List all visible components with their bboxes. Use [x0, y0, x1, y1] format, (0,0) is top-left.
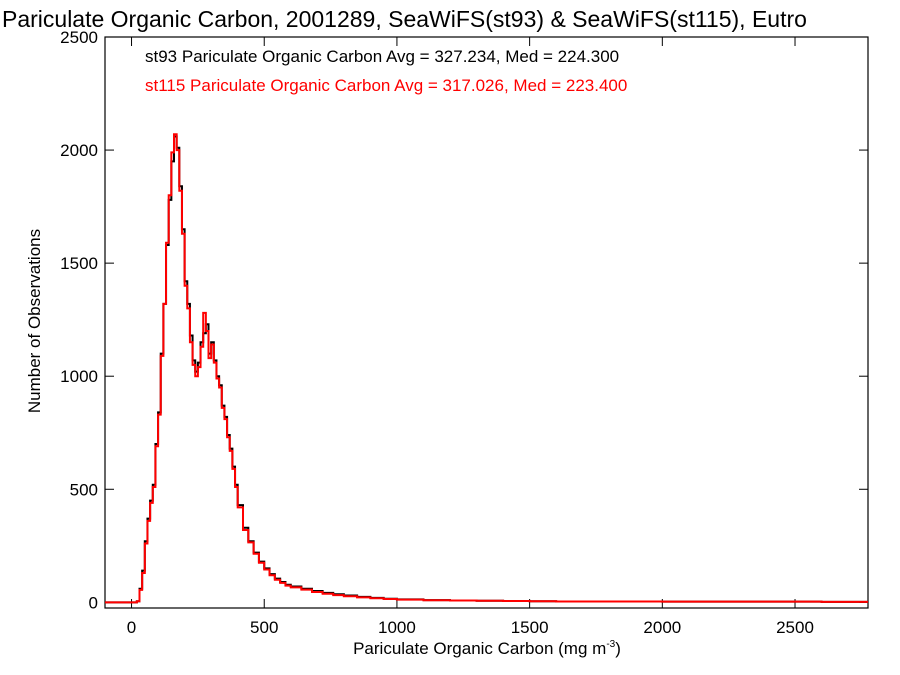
y-axis-label: Number of Observations	[25, 229, 44, 413]
chart-title: Pariculate Organic Carbon, 2001289, SeaW…	[2, 6, 807, 32]
y-tick-label: 1500	[60, 254, 98, 273]
legend-entry-st93: st93 Pariculate Organic Carbon Avg = 327…	[145, 47, 619, 66]
x-tick-label: 2000	[643, 618, 681, 637]
y-tick-label: 2500	[60, 28, 98, 47]
x-tick-label: 1000	[378, 618, 416, 637]
x-tick-label: 0	[127, 618, 136, 637]
x-axis-label-end: )	[615, 639, 621, 658]
x-axis-label-main: Pariculate Organic Carbon (mg m	[353, 639, 606, 658]
y-tick-label: 2000	[60, 141, 98, 160]
x-axis-label-superscript: -3	[606, 639, 615, 650]
series-layer	[105, 133, 868, 604]
legend-entry-st115: st115 Pariculate Organic Carbon Avg = 31…	[145, 76, 627, 95]
x-tick-label: 2500	[776, 618, 814, 637]
axis-ticks: 0 500 1000 1500 2000 2500 0 500 1000 1500 2000 2500	[60, 28, 868, 637]
y-tick-label: 0	[89, 593, 98, 612]
x-tick-label: 1500	[511, 618, 549, 637]
plot-frame	[104, 36, 869, 609]
series-line-st93	[105, 135, 868, 604]
y-tick-label: 1000	[60, 367, 98, 386]
y-tick-label: 500	[70, 480, 98, 499]
x-tick-label: 500	[250, 618, 278, 637]
x-axis-label: Pariculate Organic Carbon (mg m-3)	[353, 639, 621, 658]
series-line-st115	[105, 133, 868, 604]
